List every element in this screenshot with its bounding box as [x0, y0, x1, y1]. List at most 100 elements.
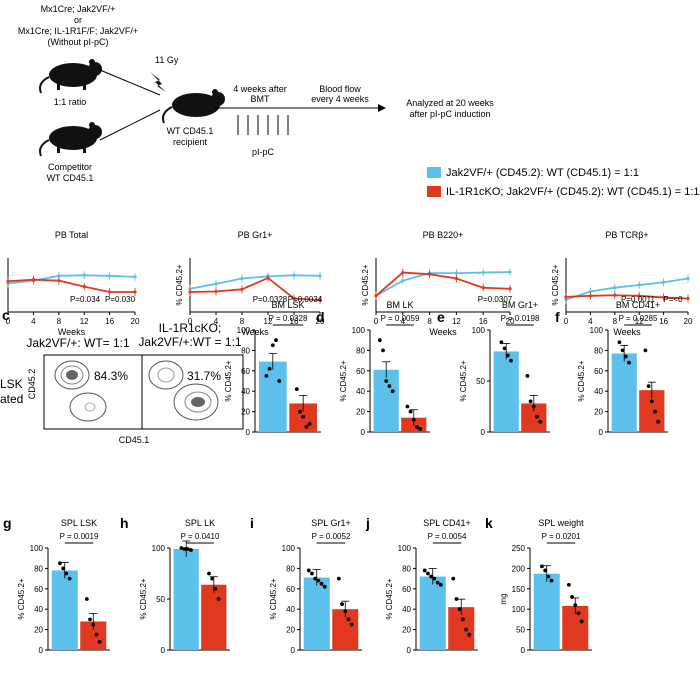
x-tick-label: 8 [613, 317, 618, 326]
data-point [662, 280, 666, 284]
y-tick-label: 80 [594, 346, 603, 355]
data-point [418, 427, 423, 431]
data-point [411, 417, 416, 422]
bar-jak2 [51, 570, 78, 650]
data-point [686, 296, 690, 301]
data-point [340, 602, 344, 606]
x-tick-label: 12 [264, 317, 273, 326]
data-point [390, 389, 395, 394]
y-tick-label: 80 [402, 564, 411, 573]
analyzed-label-1: Analyzed at 20 weeks [406, 98, 494, 108]
bar-chart-title: BM CD41+ [616, 300, 660, 310]
line-charts: PB Total 0 4 8 12 16 20 Weeks P=0.034 P=0.030 PB G… [6, 230, 693, 337]
panel-letter-f: f [555, 309, 560, 325]
y-axis-label: % CD45.2+ [385, 578, 394, 619]
p-value-label: P = 0.0052 [312, 532, 351, 541]
y-tick-label: 50 [476, 377, 485, 386]
bar-jak2 [533, 573, 560, 650]
y-tick-label: 0 [361, 428, 366, 437]
lightning-icon [150, 72, 166, 92]
y-axis-label: % CD45.2+ [339, 360, 348, 401]
data-point [627, 360, 631, 365]
panel-letter-e: e [437, 309, 445, 325]
x-tick-label: 20 [506, 317, 515, 326]
y-tick-label: 80 [241, 346, 250, 355]
competitor-label-1: Competitor [48, 162, 92, 172]
y-tick-label: 20 [356, 408, 365, 417]
panel-letter-d: d [316, 309, 325, 325]
data-point [613, 286, 617, 290]
data-point [349, 622, 354, 627]
y-tick-label: 40 [402, 605, 411, 614]
data-point [623, 354, 628, 359]
data-point [481, 286, 485, 290]
data-point [481, 270, 485, 275]
bar-chart-title: BM LK [386, 300, 413, 310]
data-point [6, 279, 10, 283]
y-tick-label: 40 [241, 387, 250, 396]
recipient-label-2: recipient [173, 137, 208, 147]
panel-letter-h: h [120, 515, 129, 531]
data-point [82, 273, 86, 277]
bar-jak2 [493, 351, 519, 432]
data-point [216, 597, 221, 601]
gate-cd451-1 [69, 392, 107, 422]
series-line-0 [375, 271, 511, 297]
data-point [270, 343, 275, 348]
data-point [535, 414, 539, 419]
data-point [108, 274, 112, 278]
x-axis-label: Weeks [429, 327, 457, 337]
data-point [546, 574, 551, 579]
y-tick-label: 60 [402, 585, 411, 594]
donor-mouse-icon [39, 59, 102, 94]
data-point [426, 571, 430, 576]
y-axis-label: % CD45.2+ [175, 264, 184, 305]
data-point [620, 348, 625, 353]
x-tick-label: 0 [374, 317, 379, 326]
x-tick-label: 4 [31, 317, 36, 326]
data-point [292, 273, 296, 277]
bar-jak2 [303, 577, 330, 650]
data-point [298, 409, 302, 414]
data-point [210, 576, 215, 581]
y-tick-label: 100 [282, 544, 296, 553]
data-point [460, 617, 465, 622]
y-tick-label: 50 [516, 626, 525, 635]
data-point [214, 289, 218, 294]
data-point [454, 597, 459, 601]
data-point [319, 581, 324, 586]
x-tick-label: 8 [240, 317, 245, 326]
y-tick-label: 20 [34, 626, 43, 635]
data-point [543, 568, 548, 573]
y-axis-label: % CD45.2+ [551, 264, 560, 305]
y-tick-label: 20 [402, 626, 411, 635]
series-line-1 [375, 271, 511, 297]
data-point [381, 348, 385, 353]
series-line-1 [189, 276, 321, 302]
competitor-mouse-icon [39, 122, 102, 157]
series-line-0 [565, 277, 689, 301]
y-axis-label: mg [499, 593, 508, 604]
irradiation-dose: 11 Gy [155, 55, 179, 65]
x-tick-label: 20 [684, 317, 693, 326]
donor-genotype-line-2: or [74, 15, 82, 25]
x-tick-label: 16 [479, 317, 488, 326]
y-tick-label: 80 [286, 564, 295, 573]
y-tick-label: 250 [512, 544, 526, 553]
data-point [97, 639, 102, 644]
bar-chart-4: BM LSK 0 20 40 60 80 100 % CD45.2+ P = 0.0328 [224, 300, 321, 437]
data-point [531, 404, 536, 409]
data-point [133, 290, 137, 294]
line-chart-3: PB TCRβ+ 0 4 8 12 16 20 Weeks % CD45.2+ P=0.0011 P… [551, 230, 693, 337]
y-tick-label: 100 [237, 326, 251, 335]
data-point [277, 379, 282, 383]
data-point [637, 294, 641, 298]
data-point [84, 597, 89, 601]
panel-letter-c: c [2, 307, 10, 323]
data-point [31, 278, 35, 282]
data-point [617, 340, 622, 345]
bar-jak2 [258, 361, 287, 432]
flow-ylabel: CD45.2 [27, 369, 37, 400]
bar-chart-title: SPL LK [185, 518, 215, 528]
data-point [108, 290, 112, 294]
